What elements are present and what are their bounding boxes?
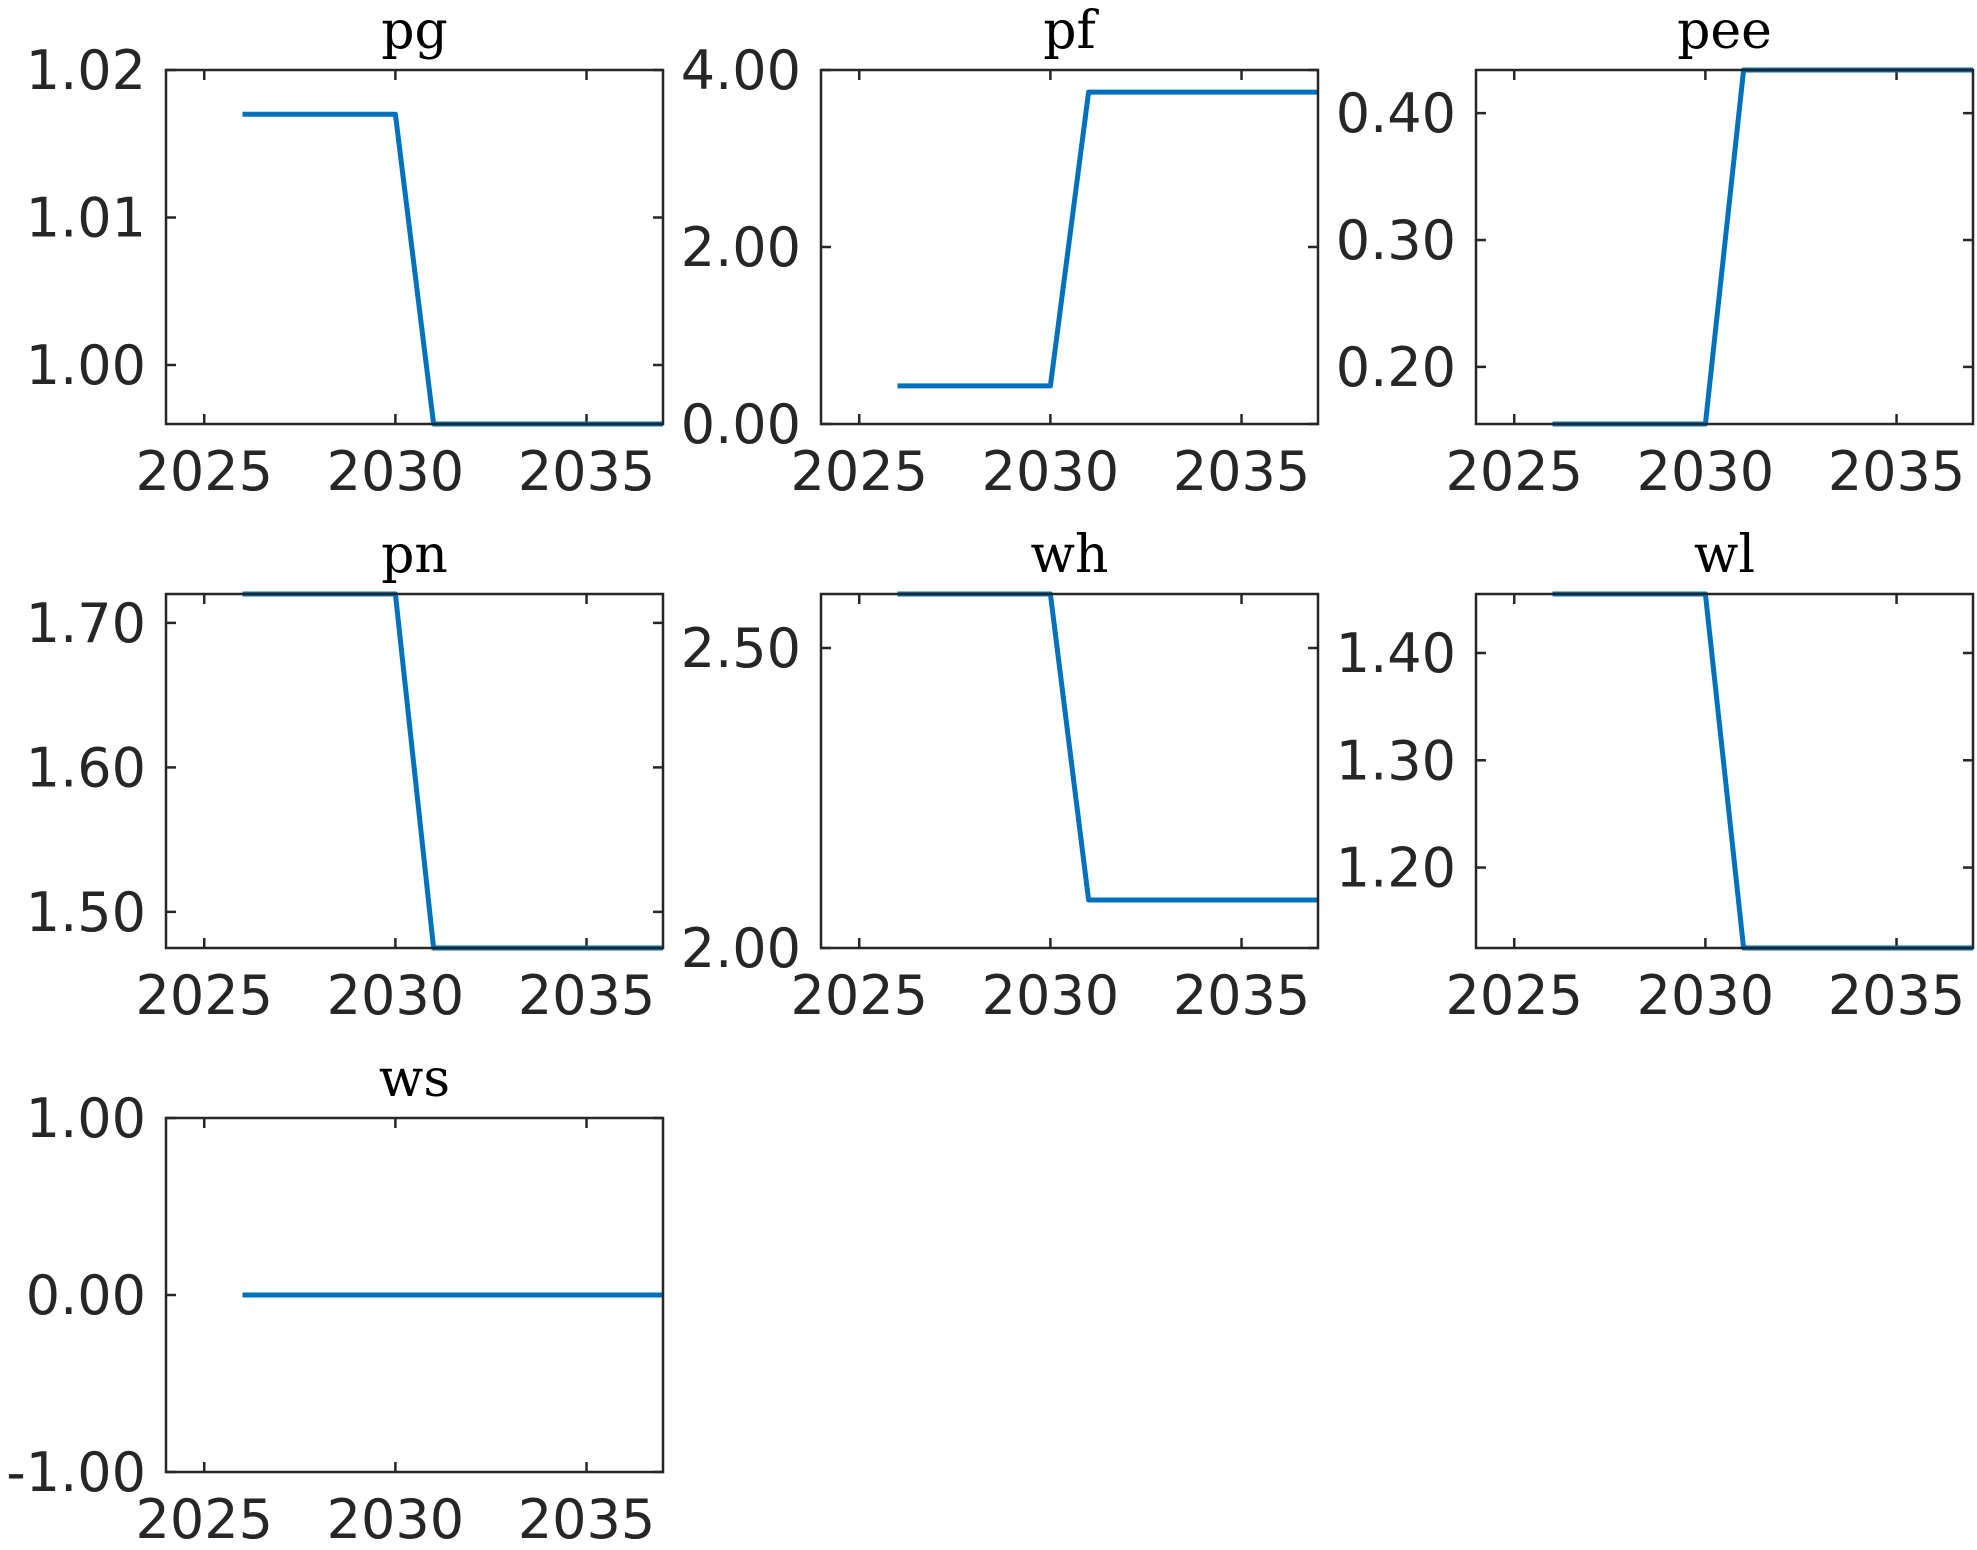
- y-tick-label: 0.00: [26, 1264, 146, 1327]
- y-tick-label: 0.00: [681, 393, 801, 456]
- x-tick-label: 2025: [136, 1488, 273, 1550]
- x-tick-label: 2030: [982, 964, 1119, 1027]
- x-tick-label: 2035: [1173, 440, 1310, 503]
- subplot-wh: wh 2025 2030 2035 2.00 2.50: [681, 525, 1320, 1027]
- subplot-pg: pg 2025 2030 2035 1.00 1.01 1.02: [26, 1, 665, 503]
- x-tick-label: 2035: [518, 1488, 655, 1550]
- axes-frame: [819, 68, 1320, 426]
- y-tick-label: 0.40: [1336, 82, 1456, 145]
- x-tick-label: 2030: [327, 1488, 464, 1550]
- y-tick-label: 2.50: [681, 617, 801, 680]
- x-tick-label: 2025: [136, 440, 273, 503]
- series-line-wh: [897, 591, 1318, 903]
- axes-frame: [1474, 68, 1975, 426]
- x-tick-label: 2035: [1173, 964, 1310, 1027]
- series-line-pee: [1552, 67, 1973, 427]
- panel-title: pn: [381, 525, 448, 585]
- x-tick-label: 2025: [1446, 440, 1583, 503]
- x-tick-label: 2030: [1637, 440, 1774, 503]
- y-tick-label: 4.00: [681, 39, 801, 102]
- y-tick-label: 1.30: [1336, 729, 1456, 792]
- y-tick-label: 1.00: [26, 1087, 146, 1150]
- y-tick-label: 1.00: [26, 334, 146, 397]
- y-tick-label: 1.02: [26, 39, 146, 102]
- panel-title: ws: [379, 1049, 450, 1109]
- x-tick-label: 2025: [1446, 964, 1583, 1027]
- series-line-pf: [897, 89, 1318, 389]
- y-tick-label: 1.50: [26, 881, 146, 944]
- subplot-ws: ws 2025 2030 2035 -1.00 0.00 1.00: [6, 1049, 665, 1550]
- y-tick-label: 1.40: [1336, 622, 1456, 685]
- x-tick-label: 2030: [327, 440, 464, 503]
- x-tick-label: 2025: [791, 964, 928, 1027]
- axes-frame: [164, 68, 665, 426]
- series-line-wl: [1552, 591, 1973, 951]
- x-tick-label: 2035: [518, 440, 655, 503]
- y-tick-label: 2.00: [681, 917, 801, 980]
- x-tick-label: 2025: [136, 964, 273, 1027]
- subplot-pee: pee 2025 2030 2035 0.20 0.30 0.40: [1336, 1, 1975, 503]
- x-tick-label: 2030: [1637, 964, 1774, 1027]
- panel-title: wl: [1694, 525, 1755, 585]
- y-tick-label: 1.01: [26, 187, 146, 250]
- series-line-pg: [242, 111, 663, 427]
- y-tick-label: 0.20: [1336, 336, 1456, 399]
- y-tick-label: 0.30: [1336, 209, 1456, 272]
- x-tick-label: 2030: [982, 440, 1119, 503]
- panel-title: pf: [1043, 1, 1099, 61]
- panel-title: wh: [1031, 525, 1109, 585]
- y-tick-label: 1.60: [26, 736, 146, 799]
- x-tick-label: 2030: [327, 964, 464, 1027]
- axes-frame: [819, 592, 1320, 950]
- series-line-pn: [242, 591, 663, 951]
- y-tick-label: 1.20: [1336, 837, 1456, 900]
- y-tick-label: 2.00: [681, 216, 801, 279]
- axes-frame: [1474, 592, 1975, 950]
- panel-title: pg: [381, 1, 448, 61]
- y-tick-label: 1.70: [26, 592, 146, 655]
- subplot-pf: pf 2025 2030 2035 0.00 2.00 4.00: [681, 1, 1320, 503]
- axes-frame: [164, 1116, 665, 1474]
- subplot-wl: wl 2025 2030 2035 1.20 1.30 1.40: [1336, 525, 1975, 1027]
- x-tick-label: 2035: [1828, 964, 1965, 1027]
- x-tick-label: 2025: [791, 440, 928, 503]
- x-tick-label: 2035: [1828, 440, 1965, 503]
- axes-frame: [164, 592, 665, 950]
- subplot-pn: pn 2025 2030 2035 1.50 1.60 1.70: [26, 525, 665, 1027]
- x-tick-label: 2035: [518, 964, 655, 1027]
- y-tick-label: -1.00: [6, 1441, 146, 1504]
- panel-title: pee: [1677, 1, 1772, 61]
